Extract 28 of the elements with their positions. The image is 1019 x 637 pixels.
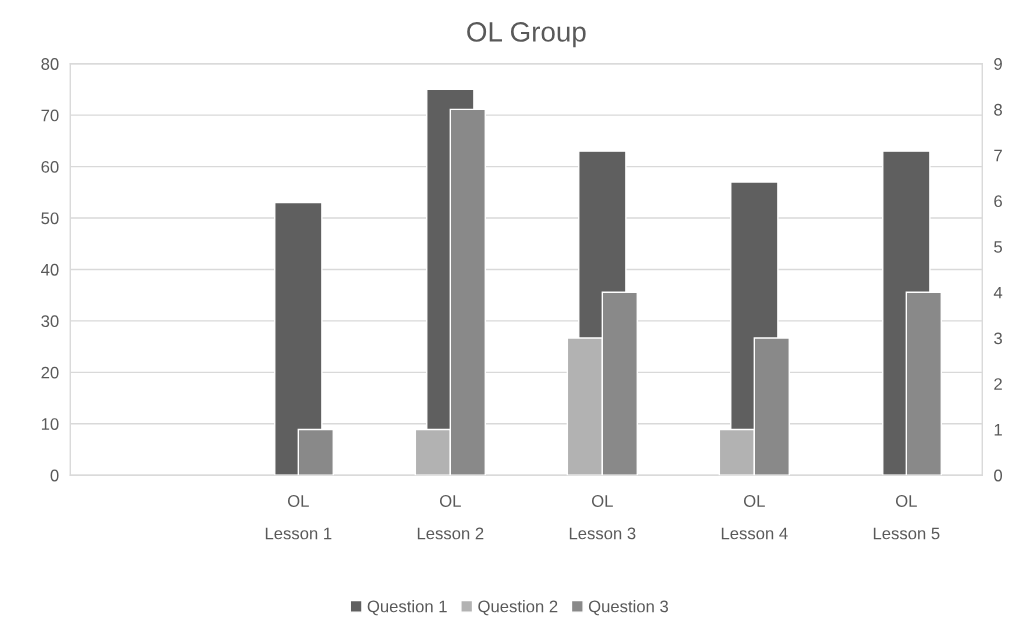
category-label: OL Lesson 5 bbox=[873, 495, 940, 540]
y-tick-label: 50 bbox=[41, 212, 59, 225]
y2-tick-label: 1 bbox=[994, 424, 1002, 436]
legend-label: Question 1 bbox=[367, 600, 447, 616]
y2-tick-label: 3 bbox=[994, 332, 1002, 345]
y2-tick-label: 8 bbox=[994, 103, 1002, 116]
y2-tick-label: 2 bbox=[994, 378, 1002, 390]
category-label: OL Lesson 4 bbox=[721, 495, 788, 540]
category-label: OL Lesson 2 bbox=[417, 495, 484, 540]
y2-tick-label: 9 bbox=[994, 58, 1002, 70]
y2-tick-label: 6 bbox=[994, 195, 1002, 208]
y-tick-label: 0 bbox=[50, 469, 59, 482]
y2-tick-label: 5 bbox=[994, 241, 1002, 253]
y-tick-label: 70 bbox=[41, 109, 59, 122]
chart-title: OL Group bbox=[467, 22, 586, 48]
y-tick-label: 60 bbox=[41, 160, 59, 173]
category-label: OL Lesson 3 bbox=[569, 495, 636, 540]
y-tick-label: 80 bbox=[41, 58, 59, 70]
y-tick-label: 30 bbox=[41, 315, 59, 328]
y2-tick-label: 7 bbox=[994, 149, 1002, 162]
legend-label: Question 2 bbox=[478, 600, 558, 616]
y2-tick-label: 4 bbox=[993, 286, 1003, 299]
y-tick-label: 20 bbox=[41, 366, 59, 379]
y-tick-label: 10 bbox=[41, 418, 59, 430]
category-label: OL Lesson 1 bbox=[265, 495, 332, 540]
y2-tick-label: 0 bbox=[994, 469, 1003, 482]
legend-label: Question 3 bbox=[588, 600, 669, 616]
y-tick-label: 40 bbox=[41, 263, 59, 276]
